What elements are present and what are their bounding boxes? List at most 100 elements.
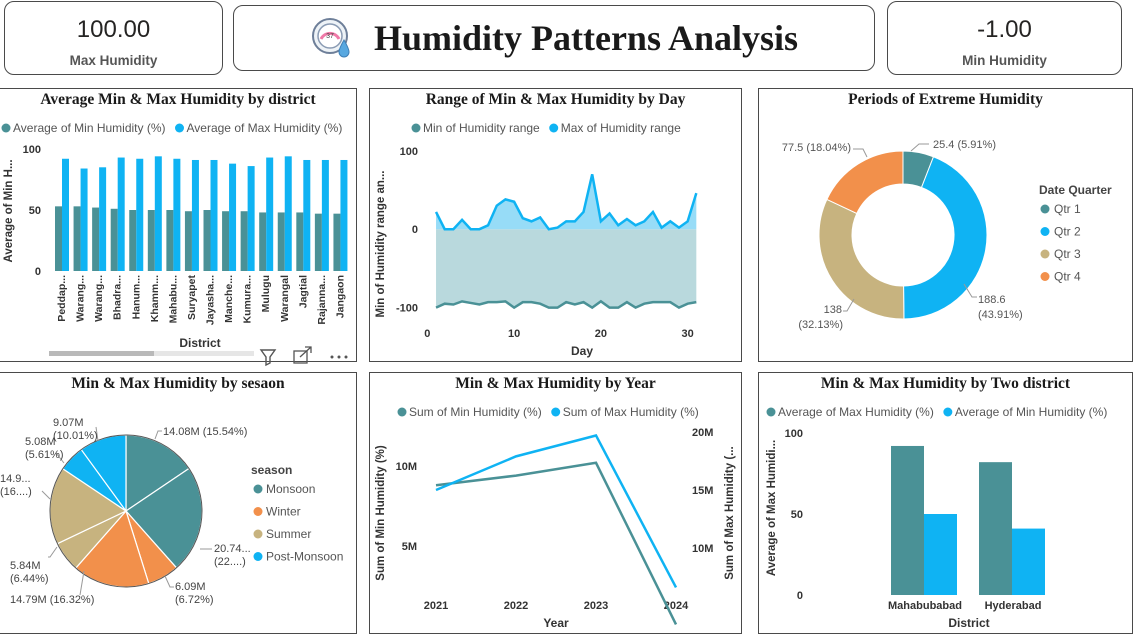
y-tick-label: 0 [35, 266, 41, 278]
y-tick-label: 0 [412, 224, 418, 236]
pie-label: (16....) [0, 486, 32, 498]
legend-label: Qtr 4 [1054, 270, 1081, 284]
bar-min-humidity [147, 210, 155, 271]
bar-max-humidity [210, 159, 218, 271]
legend-two-marker [943, 407, 953, 417]
bar-min-humidity [184, 211, 192, 271]
pie-label: (5.61%) [25, 449, 64, 461]
y-tick-label: 100 [785, 428, 803, 440]
panel-title-two-district: Min & Max Humidity by Two district [820, 375, 1071, 392]
page-title: Humidity Patterns Analysis [373, 18, 799, 58]
legend-year-label: Sum of Min Humidity (%) [409, 405, 542, 419]
bar-max-humidity [979, 462, 1012, 595]
donut-label: 188.6 [978, 294, 1006, 306]
y-tick-label-left: 10M [396, 461, 417, 473]
x-tick-label: 2021 [424, 600, 448, 612]
panel-title-extreme: Periods of Extreme Humidity [848, 91, 1043, 108]
y-tick-label: 50 [29, 205, 41, 217]
legend-day-label: Min of Humidity range [423, 121, 540, 135]
kpi-max-value: 100.00 [76, 16, 151, 43]
x-tick-label: Jagtial [297, 275, 309, 308]
line-min-humidity [435, 461, 678, 625]
chart-year-line: Sum of Min Humidity (%) Sum of Max Humidi… [375, 405, 736, 630]
pie-label: 14.79M (16.32%) [10, 594, 94, 606]
legend-title: season [251, 463, 292, 477]
pie-outline [49, 434, 203, 588]
more-options-icon[interactable] [330, 355, 348, 359]
bar-max-humidity [62, 158, 69, 271]
leader-line [95, 426, 99, 442]
legend-two-label: Average of Max Humidity (%) [778, 405, 934, 419]
legend-year-label: Sum of Max Humidity (%) [563, 405, 699, 419]
leader-line [164, 575, 174, 588]
bar-max-humidity [136, 158, 144, 271]
donut-label: 138 [824, 304, 842, 316]
y-axis-title-right: Sum of Max Humidity (... [724, 446, 736, 580]
panel-title-year: Min & Max Humidity by Year [455, 375, 656, 392]
legend-marker [1040, 272, 1050, 281]
bar-min-humidity [203, 210, 211, 271]
y-axis-title: Min of Humidity range an... [375, 171, 387, 318]
donut-slice [818, 198, 905, 320]
bar-min-humidity [166, 210, 174, 271]
focus-mode-icon[interactable] [293, 346, 312, 364]
donut-slice [903, 156, 988, 320]
x-tick-label: 2022 [504, 600, 528, 612]
chart-day-area: Min of Humidity range Max of Humidity ran… [375, 121, 698, 358]
bar-max-humidity [154, 156, 162, 271]
scrollbar-thumb[interactable] [49, 351, 154, 356]
bar-min-humidity [222, 211, 230, 271]
bar-max-humidity [266, 157, 274, 271]
y-tick-label-right: 15M [692, 485, 713, 497]
bar-max-humidity [284, 156, 292, 271]
y-tick-label-right: 10M [692, 543, 713, 555]
leader-line [853, 148, 868, 158]
pie-label: 5.84M [10, 560, 41, 572]
legend-label: Qtr 3 [1054, 247, 1081, 261]
bar-min-humidity [73, 206, 81, 271]
pie-label: 6.09M [175, 581, 206, 593]
x-tick-label: Warang... [75, 275, 87, 322]
panel-season-pie: Min & Max Humidity by sesaon 14.08M (15.… [0, 372, 357, 634]
legend-year-marker [397, 407, 407, 417]
kpi-max-label: Max Humidity [69, 53, 158, 68]
y-tick-label: -100 [396, 303, 418, 315]
bar-min-humidity [92, 207, 100, 271]
leader-line [41, 490, 51, 500]
bar-min-humidity [924, 514, 957, 595]
x-axis-title: Year [543, 616, 569, 630]
x-tick-label: Hyderabad [985, 600, 1042, 612]
legend-label: Summer [266, 527, 311, 541]
bar-min-humidity [1012, 528, 1045, 595]
chart-extreme-donut: 25.4 (5.91%) 188.6 (43.91%) 138 (32.13%) 77.5… [782, 139, 1112, 331]
legend-district-label: Average of Max Humidity (%) [187, 121, 343, 135]
filter-icon[interactable] [259, 349, 277, 367]
legend-two-label: Average of Min Humidity (%) [955, 405, 1108, 419]
legend-label: Post-Monsoon [266, 550, 343, 564]
pie-label: 9.07M [53, 417, 84, 429]
area-min-range [436, 229, 697, 308]
x-tick-label: Jangaon [334, 275, 346, 318]
bar-min-humidity [296, 212, 304, 271]
title-banner: 37 Humidity Patterns Analysis [233, 5, 875, 71]
legend-marker [1040, 227, 1050, 236]
chart-two-district-bar: Average of Max Humidity (%) Average of Mi… [766, 405, 1108, 630]
x-axis-title: Day [571, 344, 593, 358]
kpi-min-value: -1.00 [977, 16, 1032, 43]
pie-label: (6.44%) [10, 573, 49, 585]
legend-marker [1040, 204, 1050, 214]
bar-max-humidity [117, 157, 125, 271]
x-tick-label: Suryapet [186, 275, 198, 320]
leader-line [79, 570, 85, 596]
area-max-range [436, 174, 697, 230]
x-tick-label: Mahabubabad [888, 600, 962, 612]
legend-marker [253, 507, 263, 516]
donut-slice [826, 150, 904, 215]
humidity-gauge-icon: 37 [310, 16, 354, 60]
x-tick-label: 10 [508, 328, 520, 340]
x-tick-label: 0 [424, 328, 430, 340]
x-tick-label: Rajanna... [316, 275, 328, 325]
y-tick-label: 100 [23, 144, 41, 156]
legend-district-label: Average of Min Humidity (%) [13, 121, 166, 135]
legend-label: Qtr 1 [1054, 202, 1081, 216]
